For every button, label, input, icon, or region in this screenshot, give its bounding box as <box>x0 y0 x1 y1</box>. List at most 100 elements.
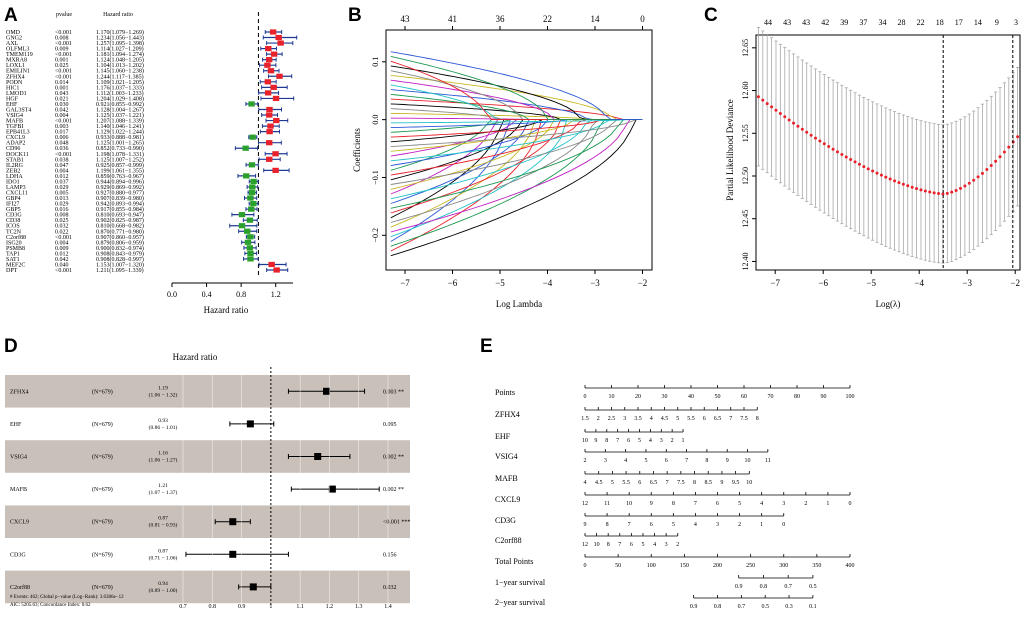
e-tick-label: 12 <box>582 542 588 548</box>
a-hr-text: 0.925(0.857−0.999) <box>96 162 144 169</box>
c-mean-point <box>770 105 774 109</box>
d-hr-point <box>323 387 330 395</box>
a-hr-text: 0.810(0.668−0.982) <box>96 223 144 230</box>
a-pvalue-label: 0.042 <box>55 107 69 113</box>
a-hr-point <box>266 140 273 146</box>
c-x-tick-label: −2 <box>1010 278 1020 288</box>
a-hr-text: 1.125(1.001−1.265) <box>96 140 144 147</box>
e-tick-label: 2.5 <box>608 416 616 422</box>
a-hr-point <box>267 68 275 74</box>
c-mean-point <box>756 95 760 99</box>
c-y-tick-label: 12.60 <box>741 82 750 100</box>
c-mean-point <box>835 150 839 154</box>
e-tick-label: 0 <box>849 501 852 507</box>
e-row-label: CXCL9 <box>495 495 520 504</box>
panel-label-d: D <box>4 336 18 357</box>
a-hr-text: 0.917(0.855−0.984) <box>96 206 144 213</box>
b-top-tick-label: 0 <box>640 14 645 24</box>
c-mean-point <box>844 155 848 159</box>
a-gene-label: GAL3ST4 <box>6 107 31 113</box>
b-y-tick-label: 0.0 <box>371 115 380 125</box>
e-tick-label: 5 <box>644 458 647 464</box>
c-mean-point <box>928 190 932 194</box>
a-pvalue-label: 0.008 <box>55 213 69 219</box>
d-gene-label: VSIG4 <box>10 455 27 461</box>
c-mean-point <box>910 185 914 189</box>
d-x-tick-label: 0.7 <box>179 604 187 610</box>
e-tick-label: 12 <box>582 501 588 507</box>
e-tick-label: 10 <box>582 438 588 444</box>
a-hr-text: 0.879(0.806−0.959) <box>96 239 144 246</box>
c-mean-point <box>800 127 804 131</box>
e-tick-label: 70 <box>768 394 774 400</box>
d-p-label: 0.003 ** <box>383 389 404 395</box>
e-tick-label: 4 <box>694 522 697 528</box>
a-hr-point <box>272 167 279 173</box>
a-hr-text: 1.204(1.029−1.408) <box>96 95 144 102</box>
a-hr-text: 0.852(0.733−0.990) <box>96 145 144 152</box>
e-tick-label: 350 <box>812 563 821 569</box>
e-tick-label: 3 <box>782 501 785 507</box>
e-tick-label: 8 <box>607 542 610 548</box>
d-hr-point <box>249 583 257 591</box>
a-pvalue-label: <0.001 <box>55 152 72 158</box>
a-hr-point <box>247 234 254 240</box>
a-hr-text: 0.907(0.839−0.980) <box>96 195 144 202</box>
a-hr-point <box>242 145 249 151</box>
e-tick-label: 50 <box>615 563 621 569</box>
a-pvalue-label: 0.009 <box>55 47 69 53</box>
e-tick-label: 7 <box>628 522 631 528</box>
d-p-label: 0.032 <box>383 585 397 591</box>
a-hr-point <box>269 29 277 35</box>
a-gene-label: GBP4 <box>6 196 21 202</box>
a-gene-label: ZFHX4 <box>6 74 25 80</box>
e-row-label: ZFHX4 <box>495 410 520 419</box>
e-tick-label: 7 <box>666 480 669 486</box>
a-hr-point <box>249 184 256 190</box>
c-mean-point <box>980 171 984 175</box>
c-mean-point <box>893 179 897 183</box>
a-gene-label: C2orf88 <box>6 234 26 241</box>
a-gene-label: MEF2C <box>6 262 25 268</box>
e-tick-label: 7 <box>616 438 619 444</box>
a-hr-text: 1.244(1.117−1.385) <box>96 73 144 80</box>
c-mean-point <box>831 147 835 151</box>
e-tick-label: 8 <box>606 522 609 528</box>
e-tick-label: 7.5 <box>677 480 685 486</box>
a-hr-text: 1.198(1.078−1.331) <box>96 151 144 158</box>
b-x-tick-label: −4 <box>543 278 553 288</box>
c-mean-point <box>954 188 958 192</box>
a-gene-label: TAP1 <box>6 251 20 257</box>
panel-a-forest-plot: pvalue Hazard ratio OMD <0.001 1.170(1.079−1… <box>6 12 298 315</box>
e-tick-label: 8 <box>705 458 708 464</box>
d-hr-label: 1.21 <box>158 483 168 489</box>
a-hr-text: 1.207(1.088−1.339) <box>96 118 144 125</box>
a-hr-point <box>247 250 254 256</box>
e-tick-label: 4 <box>649 438 652 444</box>
b-top-tick-label: 43 <box>401 14 411 24</box>
a-pvalue-label: 0.032 <box>55 224 69 230</box>
e-tick-label: 7 <box>694 501 697 507</box>
e-tick-label: 7 <box>618 542 621 548</box>
c-x-tick-label: −3 <box>962 278 972 288</box>
c-mean-point <box>906 184 910 188</box>
a-gene-label: STAB1 <box>6 157 24 163</box>
b-coef-path <box>390 119 643 185</box>
c-mean-point <box>774 108 778 112</box>
a-hr-text: 1.125(1.007−1.252) <box>96 156 144 163</box>
a-hr-text: 1.153(1.007−1.320) <box>96 261 144 268</box>
b-plot-frame <box>385 29 653 271</box>
d-footnote: # Events: 462; Global p−value (Log−Rank)… <box>10 595 124 600</box>
a-gene-label: TC2N <box>6 229 22 235</box>
c-top-tick-label: 14 <box>974 18 982 27</box>
a-hr-point <box>246 245 253 251</box>
c-top-tick-label: 37 <box>859 18 867 27</box>
a-hr-point <box>246 217 254 223</box>
a-hr-point <box>264 90 272 96</box>
d-p-label: 0.095 <box>383 422 397 428</box>
a-hr-text: 0.859(0.763−0.967) <box>96 173 144 180</box>
a-hr-point <box>266 106 273 113</box>
a-gene-label: MAFB <box>6 119 23 125</box>
c-mean-point <box>888 177 892 181</box>
a-hr-point <box>248 162 256 168</box>
